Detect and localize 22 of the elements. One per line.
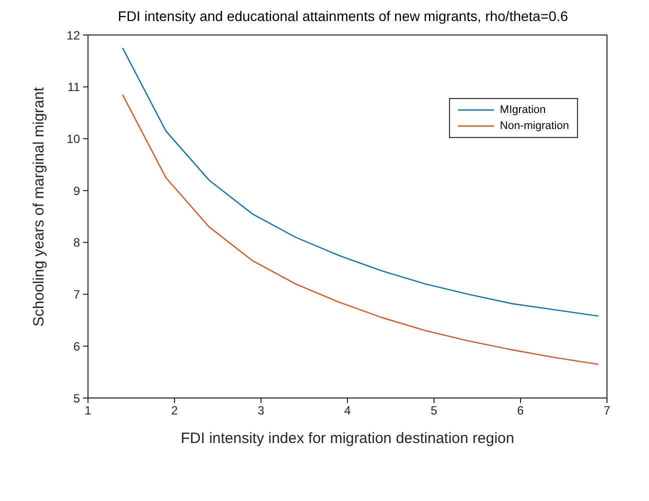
y-tick-label: 5 <box>73 391 80 406</box>
line-series <box>122 94 599 365</box>
x-tick-label: 3 <box>258 404 265 418</box>
x-tick-label: 5 <box>430 404 438 418</box>
y-tick-label: 8 <box>73 236 80 250</box>
y-tick-label: 9 <box>73 184 80 198</box>
x-tick-label: 7 <box>604 404 611 418</box>
line-series <box>122 47 599 317</box>
y-axis-title: Schooling years of marginal migrant <box>30 86 48 326</box>
legend-label: Non-migration <box>500 120 569 132</box>
x-tick-label: 2 <box>171 404 178 418</box>
x-tick-label: 4 <box>344 404 352 418</box>
y-tick-label: 7 <box>73 288 80 302</box>
legend-label: MIgration <box>500 104 546 116</box>
x-axis-title: FDI intensity index for migration destination region <box>180 430 514 447</box>
y-tick-label: 6 <box>73 339 80 354</box>
x-tick-label: 6 <box>517 404 524 418</box>
y-tick-label: 11 <box>68 80 80 94</box>
chart-title: FDI intensity and educational attainments of new migrants, rho/theta=0.6 <box>116 8 570 26</box>
y-tick-label: 12 <box>66 28 80 42</box>
x-tick-label: 1 <box>84 404 92 418</box>
y-tick-label: 10 <box>66 132 80 146</box>
